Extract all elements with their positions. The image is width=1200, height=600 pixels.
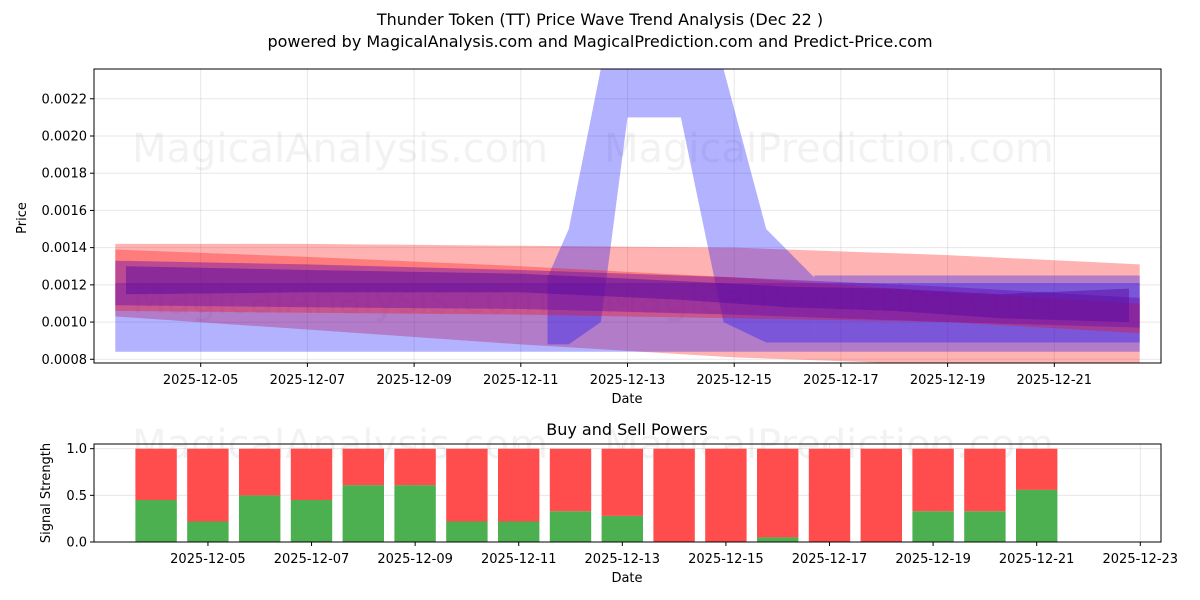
blue-wave-spike — [547, 69, 815, 345]
buy-bar — [187, 521, 229, 542]
signal-y-tick-label: 0.5 — [66, 489, 87, 504]
buy-bar — [290, 500, 333, 542]
sell-bar — [187, 448, 229, 522]
price-x-tick-label: 2025-12-13 — [590, 373, 666, 388]
price-panel: MagicalAnalysis.com MagicalPrediction.co… — [15, 68, 1162, 407]
buy-bar — [135, 500, 177, 542]
buy-bar — [549, 511, 592, 542]
sell-bar — [601, 448, 643, 516]
price-watermark-right: MagicalPrediction.com — [604, 126, 1054, 172]
signal-bars — [135, 448, 1058, 542]
buy-bar — [446, 521, 488, 542]
price-x-tick-label: 2025-12-15 — [696, 373, 772, 388]
price-y-tick-label: 0.0016 — [42, 204, 88, 219]
price-y-ticks: 0.0008 0.0010 0.0012 0.0014 0.0016 0.0018 0.00… — [42, 92, 94, 368]
price-y-tick-label: 0.0022 — [42, 92, 88, 107]
price-x-tick-label: 2025-12-11 — [483, 373, 559, 388]
signal-y-tick-label: 1.0 — [66, 442, 87, 457]
signal-x-tick-label: 2025-12-11 — [481, 552, 557, 567]
sell-bar — [653, 448, 695, 542]
price-x-tick-label: 2025-12-17 — [803, 373, 879, 388]
signal-x-tick-label: 2025-12-19 — [895, 552, 971, 567]
signal-x-ticks: 2025-12-05 2025-12-07 2025-12-09 2025-12-11… — [170, 542, 1178, 567]
sell-bar — [135, 448, 177, 500]
signal-x-tick-label: 2025-12-21 — [999, 552, 1075, 567]
signal-x-tick-label: 2025-12-17 — [792, 552, 868, 567]
price-x-ticks: 2025-12-05 2025-12-07 2025-12-09 2025-12-11… — [163, 363, 1092, 388]
price-y-tick-label: 0.0020 — [42, 129, 88, 144]
price-x-tick-label: 2025-12-19 — [910, 373, 986, 388]
signal-x-tick-label: 2025-12-23 — [1103, 552, 1179, 567]
price-y-tick-label: 0.0010 — [42, 316, 88, 331]
sell-bar — [705, 448, 747, 542]
signal-x-tick-label: 2025-12-07 — [274, 552, 350, 567]
price-y-label: Price — [15, 202, 30, 234]
sell-bar — [290, 448, 333, 500]
price-y-tick-label: 0.0012 — [42, 278, 88, 293]
price-y-tick-label: 0.0014 — [42, 241, 88, 256]
buy-bar — [1016, 489, 1058, 542]
signal-x-tick-label: 2025-12-15 — [688, 552, 764, 567]
price-x-label: Date — [611, 392, 642, 407]
price-x-tick-label: 2025-12-21 — [1017, 373, 1093, 388]
sell-bar — [446, 448, 488, 522]
price-x-tick-label: 2025-12-05 — [163, 373, 239, 388]
price-y-tick-label: 0.0008 — [42, 353, 88, 368]
signal-title: Buy and Sell Powers — [546, 420, 708, 439]
sell-bar — [498, 448, 540, 522]
buy-bar — [912, 511, 954, 542]
sell-bar — [808, 448, 851, 542]
signal-x-label: Date — [611, 571, 642, 586]
sell-bar — [394, 448, 436, 486]
buy-bar — [964, 511, 1006, 542]
signal-panel: Buy and Sell Powers MagicalAnalysis.com … — [39, 420, 1178, 586]
price-watermark-left: MagicalAnalysis.com — [132, 126, 548, 172]
chart-title: Thunder Token (TT) Price Wave Trend Anal… — [376, 10, 823, 29]
sell-bar — [757, 448, 799, 538]
signal-y-label: Signal Strength — [39, 443, 54, 543]
price-x-tick-label: 2025-12-07 — [270, 373, 346, 388]
sell-bar — [239, 448, 281, 496]
buy-bar — [498, 521, 540, 542]
sell-bar — [1016, 448, 1058, 490]
sell-bar — [860, 448, 902, 542]
purple-wave-core — [126, 266, 1129, 323]
price-y-tick-label: 0.0018 — [42, 167, 88, 182]
buy-bar — [239, 495, 281, 542]
signal-x-tick-label: 2025-12-13 — [585, 552, 661, 567]
signal-y-tick-label: 0.0 — [66, 536, 87, 551]
price-x-tick-label: 2025-12-09 — [376, 373, 452, 388]
signal-y-ticks: 0.0 0.5 1.0 — [66, 442, 94, 551]
buy-bar — [342, 485, 384, 542]
signal-x-tick-label: 2025-12-09 — [377, 552, 453, 567]
buy-bar — [394, 485, 436, 542]
sell-bar — [912, 448, 954, 512]
buy-bar — [757, 537, 799, 542]
sell-bar — [964, 448, 1006, 512]
buy-bar — [601, 515, 643, 542]
chart-subtitle: powered by MagicalAnalysis.com and Magic… — [267, 32, 932, 51]
signal-plot-frame — [93, 443, 1162, 543]
price-waves — [115, 69, 1140, 363]
signal-x-tick-label: 2025-12-05 — [170, 552, 246, 567]
sell-bar — [549, 448, 592, 512]
sell-bar — [342, 448, 384, 486]
